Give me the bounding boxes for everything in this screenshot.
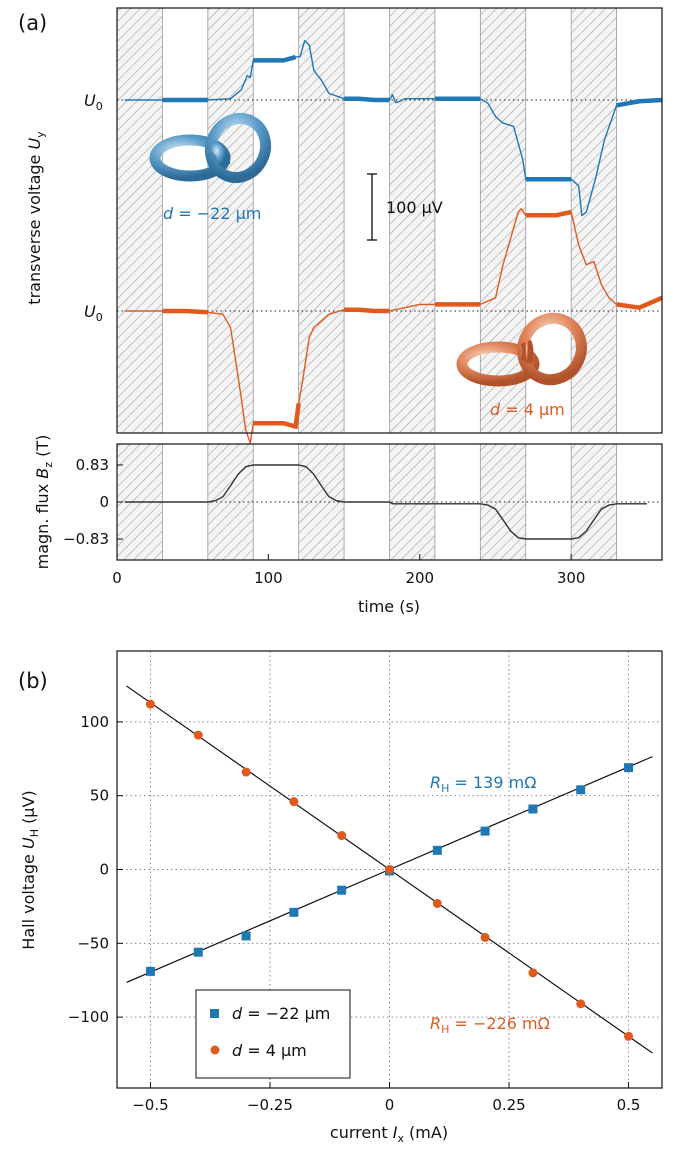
- flux-y-ticks: 0.83 0 −0.83: [63, 456, 123, 548]
- panel-label-a: (a): [18, 11, 47, 35]
- fit-label-orange: RH = −226 mΩ: [430, 1014, 550, 1036]
- scale-bar-label: 100 µV: [386, 198, 443, 217]
- voltage-frame: [116, 7, 663, 434]
- hall-point-orange-9: [576, 999, 586, 1009]
- ramp-band-a-0: [116, 7, 163, 434]
- current-axis-label: current Ix (mA): [330, 1123, 448, 1145]
- hall-point-blue-1: [193, 947, 203, 957]
- flux-ramp-bands: [116, 443, 617, 561]
- sample-label-blue: d = −22 µm: [163, 204, 261, 223]
- trace-blue: [124, 39, 663, 217]
- hall-ytick-label-3: −50: [77, 934, 109, 952]
- hall-point-blue-8: [528, 804, 538, 814]
- hall-point-orange-6: [432, 898, 442, 908]
- time-xtick-label-3: 300: [557, 569, 586, 587]
- scale-bar: 100 µV: [367, 173, 443, 241]
- hall-ytick-label-4: −100: [68, 1008, 109, 1026]
- legend-label-blue: d = −22 µm: [232, 1004, 330, 1023]
- flux-axis-label: magn. flux Bz (T): [33, 435, 55, 570]
- u0-label-orange: U0: [84, 302, 103, 324]
- plateau-1-2: [344, 307, 390, 314]
- panel-label-b: (b): [18, 669, 48, 693]
- plateau-0-5: [616, 97, 663, 108]
- hall-panel: (b) 100 50 0 −50 −100 −0.5 −0.25 0 0.25 0.5 Hall…: [18, 650, 663, 1145]
- flux-ytick-label-0: 0.83: [76, 456, 109, 474]
- hall-ytick-label-0: 100: [80, 713, 109, 731]
- sample-label-orange: d = 4 µm: [490, 400, 565, 419]
- hall-x-ticks: −0.5 −0.25 0 0.25 0.5: [132, 1082, 640, 1114]
- hall-point-orange-10: [624, 1031, 634, 1041]
- hall-point-blue-10: [624, 763, 634, 773]
- hall-point-blue-6: [432, 845, 442, 855]
- time-xtick-label-2: 200: [405, 569, 434, 587]
- hall-points-orange: [145, 699, 634, 1041]
- hall-point-orange-4: [337, 831, 347, 841]
- hall-point-blue-0: [145, 966, 155, 976]
- legend-label-orange: d = 4 µm: [232, 1041, 307, 1060]
- hall-point-blue-7: [480, 826, 490, 836]
- legend-box: [195, 989, 351, 1079]
- hall-point-blue-2: [241, 931, 251, 941]
- hall-point-orange-2: [241, 767, 251, 777]
- ramp-band-a-3: [389, 7, 436, 434]
- plateaus-blue: [162, 54, 663, 182]
- plateau-1-4: [525, 209, 572, 218]
- voltage-panel: (a) U0 U0 transverse voltage Uy 100 µV d…: [18, 7, 663, 444]
- time-xtick-label-1: 100: [254, 569, 283, 587]
- u0-label-blue: U0: [84, 91, 103, 113]
- hall-y-ticks: 100 50 0 −50 −100: [68, 713, 123, 1026]
- ramp-band-b-2: [298, 443, 345, 561]
- field-ramp-bands: [116, 7, 617, 434]
- plateau-1-5: [616, 295, 663, 311]
- ramp-band-b-5: [570, 443, 617, 561]
- ramp-band-a-2: [298, 7, 345, 434]
- hall-point-orange-7: [480, 932, 490, 942]
- linked-rings-blue-icon: [149, 113, 272, 183]
- hall-xtick-label-0: −0.5: [132, 1096, 168, 1114]
- hall-point-blue-9: [576, 785, 586, 795]
- hall-point-orange-3: [289, 797, 299, 807]
- hall-point-orange-0: [145, 699, 155, 709]
- plateau-1-0: [162, 308, 208, 315]
- plateau-1-1: [253, 403, 301, 430]
- plateau-0-1: [253, 54, 297, 63]
- linked-rings-orange-icon: [456, 312, 587, 387]
- hall-point-orange-5: [385, 865, 394, 874]
- hall-ytick-label-1: 50: [90, 787, 109, 805]
- legend-marker-orange: [210, 1045, 220, 1055]
- time-x-ticks: 0 100 200 300: [112, 554, 585, 587]
- hall-xtick-label-1: −0.25: [247, 1096, 293, 1114]
- ramp-band-a-4: [479, 7, 527, 434]
- voltage-axis-label: transverse voltage Uy: [25, 131, 47, 305]
- time-axis-label: time (s): [358, 597, 420, 616]
- flux-ytick-label-2: −0.83: [63, 530, 109, 548]
- trace-flux: [124, 464, 647, 540]
- plateau-0-2: [344, 96, 390, 103]
- hall-ytick-label-2: 0: [99, 861, 109, 879]
- hall-point-blue-4: [337, 885, 347, 895]
- hall-xtick-label-2: 0: [385, 1096, 395, 1114]
- hall-point-orange-8: [528, 968, 538, 978]
- hall-point-orange-1: [193, 730, 203, 740]
- time-xtick-label-0: 0: [112, 569, 122, 587]
- flux-panel: 0.830−0.83 0 100 200 300 magn. flux Bz (T) …: [33, 435, 663, 616]
- fit-label-blue: RH = 139 mΩ: [430, 773, 536, 795]
- hall-axis-label: Hall voltage UH (µV): [19, 790, 41, 949]
- hall-point-blue-3: [289, 907, 299, 917]
- hall-grid: [117, 651, 662, 1088]
- legend-marker-blue: [210, 1009, 219, 1018]
- hall-xtick-label-3: 0.25: [492, 1096, 525, 1114]
- plateaus-orange: [162, 209, 663, 430]
- legend: d = −22 µm d = 4 µm: [195, 989, 351, 1079]
- flux-ytick-label-1: 0: [99, 493, 109, 511]
- hall-xtick-label-4: 0.5: [617, 1096, 641, 1114]
